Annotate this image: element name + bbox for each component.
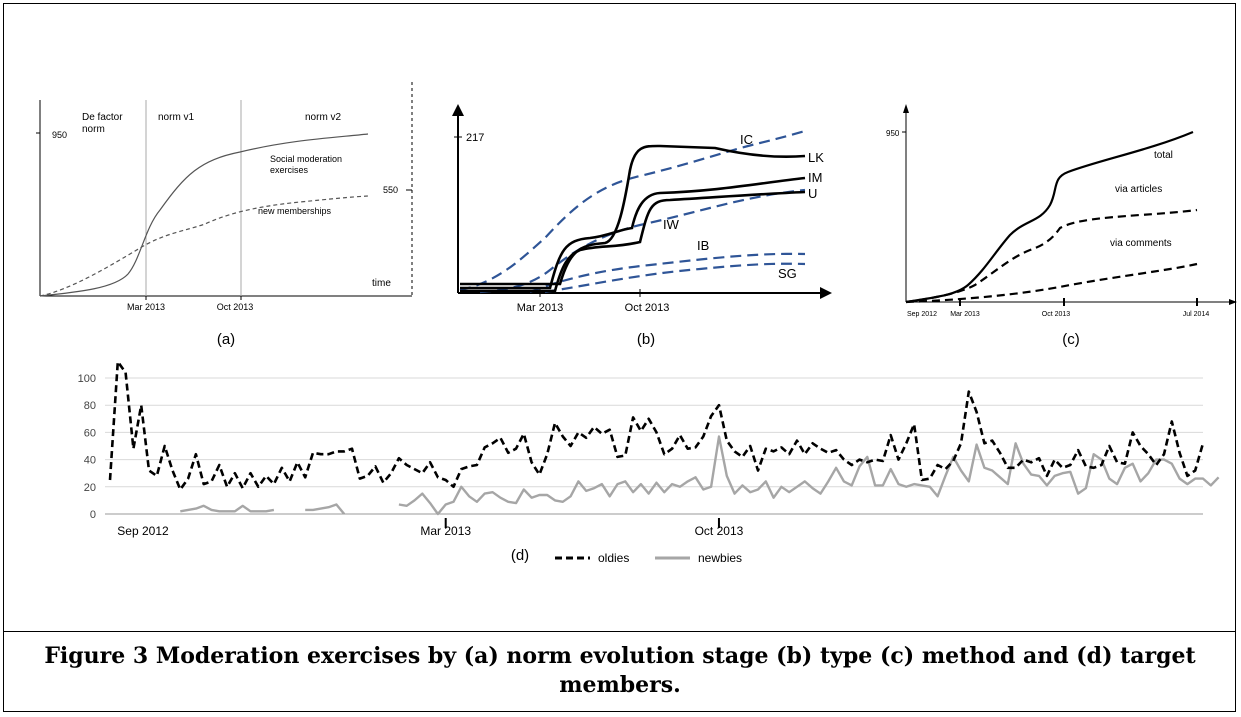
figure-caption: Figure 3 Moderation exercises by (a) nor… bbox=[44, 643, 1196, 698]
panel-b-label-ib: IB bbox=[697, 238, 709, 253]
panel-a-x-tick-oct: Oct 2013 bbox=[217, 302, 254, 312]
panel-b-y-tick: 217 bbox=[466, 132, 484, 144]
panel-c: 950 Sep 2012 Mar 2013 Oct 2013 Jul 2014 … bbox=[886, 104, 1237, 348]
figure-frame bbox=[3, 3, 1236, 712]
panel-d-legend: oldies newbies bbox=[555, 551, 742, 565]
panel-b-series-u bbox=[460, 190, 806, 293]
panel-b-label-sg: SG bbox=[778, 266, 797, 281]
caption-divider bbox=[3, 631, 1236, 632]
panel-a-annotation-moderation: Social moderation exercises bbox=[270, 154, 342, 175]
panel-d-y-tick-label: 40 bbox=[84, 455, 96, 467]
figure-canvas: 950 550 Mar 2013 Oct 2013 time De factor… bbox=[36, 82, 1237, 565]
panel-a-moderation-curve bbox=[39, 133, 369, 297]
legend-label-newbies: newbies bbox=[698, 551, 742, 565]
panel-b-series-iw bbox=[479, 188, 806, 294]
panel-d-y-tick-label: 60 bbox=[84, 427, 96, 439]
panel-c-label: (c) bbox=[1062, 331, 1080, 348]
panel-a-stage-v2: norm v2 bbox=[305, 112, 342, 123]
panel-a: 950 550 Mar 2013 Oct 2013 time De factor… bbox=[36, 82, 413, 348]
panel-b-series-im bbox=[460, 176, 806, 290]
panel-a-x-tick-mar: Mar 2013 bbox=[127, 302, 165, 312]
panel-b-series-ic bbox=[459, 129, 806, 292]
panel-b-series-lk bbox=[460, 144, 806, 286]
panel-a-stage-v1: norm v1 bbox=[158, 112, 195, 123]
panel-a-stage-defactor: De factor norm bbox=[82, 112, 123, 135]
panel-b-label-lk: LK bbox=[808, 150, 824, 165]
panel-d-label: (d) bbox=[511, 547, 529, 564]
panel-c-series-comments bbox=[905, 262, 1198, 304]
panel-d: 0 20 40 60 80 100 Sep 2012 Mar 2013 Oct 2013 (d… bbox=[78, 360, 1220, 565]
panel-c-x-tick-oct: Oct 2013 bbox=[1042, 311, 1071, 318]
panel-d-x-tick-label: Mar 2013 bbox=[420, 524, 471, 538]
panel-d-x-ticks: Sep 2012 Mar 2013 Oct 2013 bbox=[117, 518, 744, 538]
panel-b-series-sg bbox=[544, 262, 806, 294]
panel-b-series-ib bbox=[529, 252, 806, 294]
panel-a-label: (a) bbox=[217, 331, 235, 348]
panel-b-label: (b) bbox=[637, 331, 655, 348]
panel-c-x-tick-sep: Sep 2012 bbox=[907, 311, 937, 318]
panel-d-y-tick-label: 100 bbox=[78, 373, 96, 385]
panel-c-label-articles: via articles bbox=[1115, 184, 1162, 195]
panel-d-y-tick-label: 80 bbox=[84, 400, 96, 412]
panel-c-x-tick-mar: Mar 2013 bbox=[950, 311, 980, 318]
panel-d-y-tick-label: 20 bbox=[84, 482, 96, 494]
panel-c-x-tick-jul: Jul 2014 bbox=[1183, 311, 1210, 318]
panel-b-label-im: IM bbox=[808, 170, 822, 185]
panel-d-x-tick-label: Oct 2013 bbox=[695, 524, 744, 538]
panel-b-x-tick-mar: Mar 2013 bbox=[517, 302, 563, 314]
panel-c-series-articles bbox=[905, 208, 1198, 304]
panel-c-label-comments: via comments bbox=[1110, 238, 1172, 249]
panel-d-series-newbies bbox=[180, 435, 1220, 516]
panel-b-label-u: U bbox=[808, 186, 817, 201]
panel-b-x-tick-oct: Oct 2013 bbox=[625, 302, 670, 314]
panel-b-label-iw: IW bbox=[663, 217, 680, 232]
panel-b-solid-series bbox=[460, 144, 806, 293]
panel-d-grid bbox=[105, 377, 1203, 515]
panel-b: 217 Mar 2013 Oct 2013 IC LK IM U IW IB S… bbox=[452, 104, 832, 348]
panel-a-x-label: time bbox=[372, 278, 391, 289]
panel-c-y-tick: 950 bbox=[886, 129, 900, 138]
panel-d-series bbox=[108, 360, 1220, 516]
panel-c-series-total bbox=[905, 130, 1194, 304]
panel-a-y-tick-right: 550 bbox=[383, 185, 398, 195]
legend-label-oldies: oldies bbox=[598, 551, 629, 565]
panel-d-series-oldies bbox=[108, 360, 1205, 491]
panel-a-annotation-membership: new memberships bbox=[258, 206, 332, 216]
panel-a-y-tick: 950 bbox=[52, 130, 67, 140]
panel-d-y-tick-label: 0 bbox=[90, 509, 96, 521]
panel-d-y-ticks: 0 20 40 60 80 100 bbox=[78, 373, 96, 521]
panel-b-label-ic: IC bbox=[740, 132, 753, 147]
panel-c-label-total: total bbox=[1154, 150, 1173, 161]
panel-d-x-tick-label: Sep 2012 bbox=[117, 524, 169, 538]
